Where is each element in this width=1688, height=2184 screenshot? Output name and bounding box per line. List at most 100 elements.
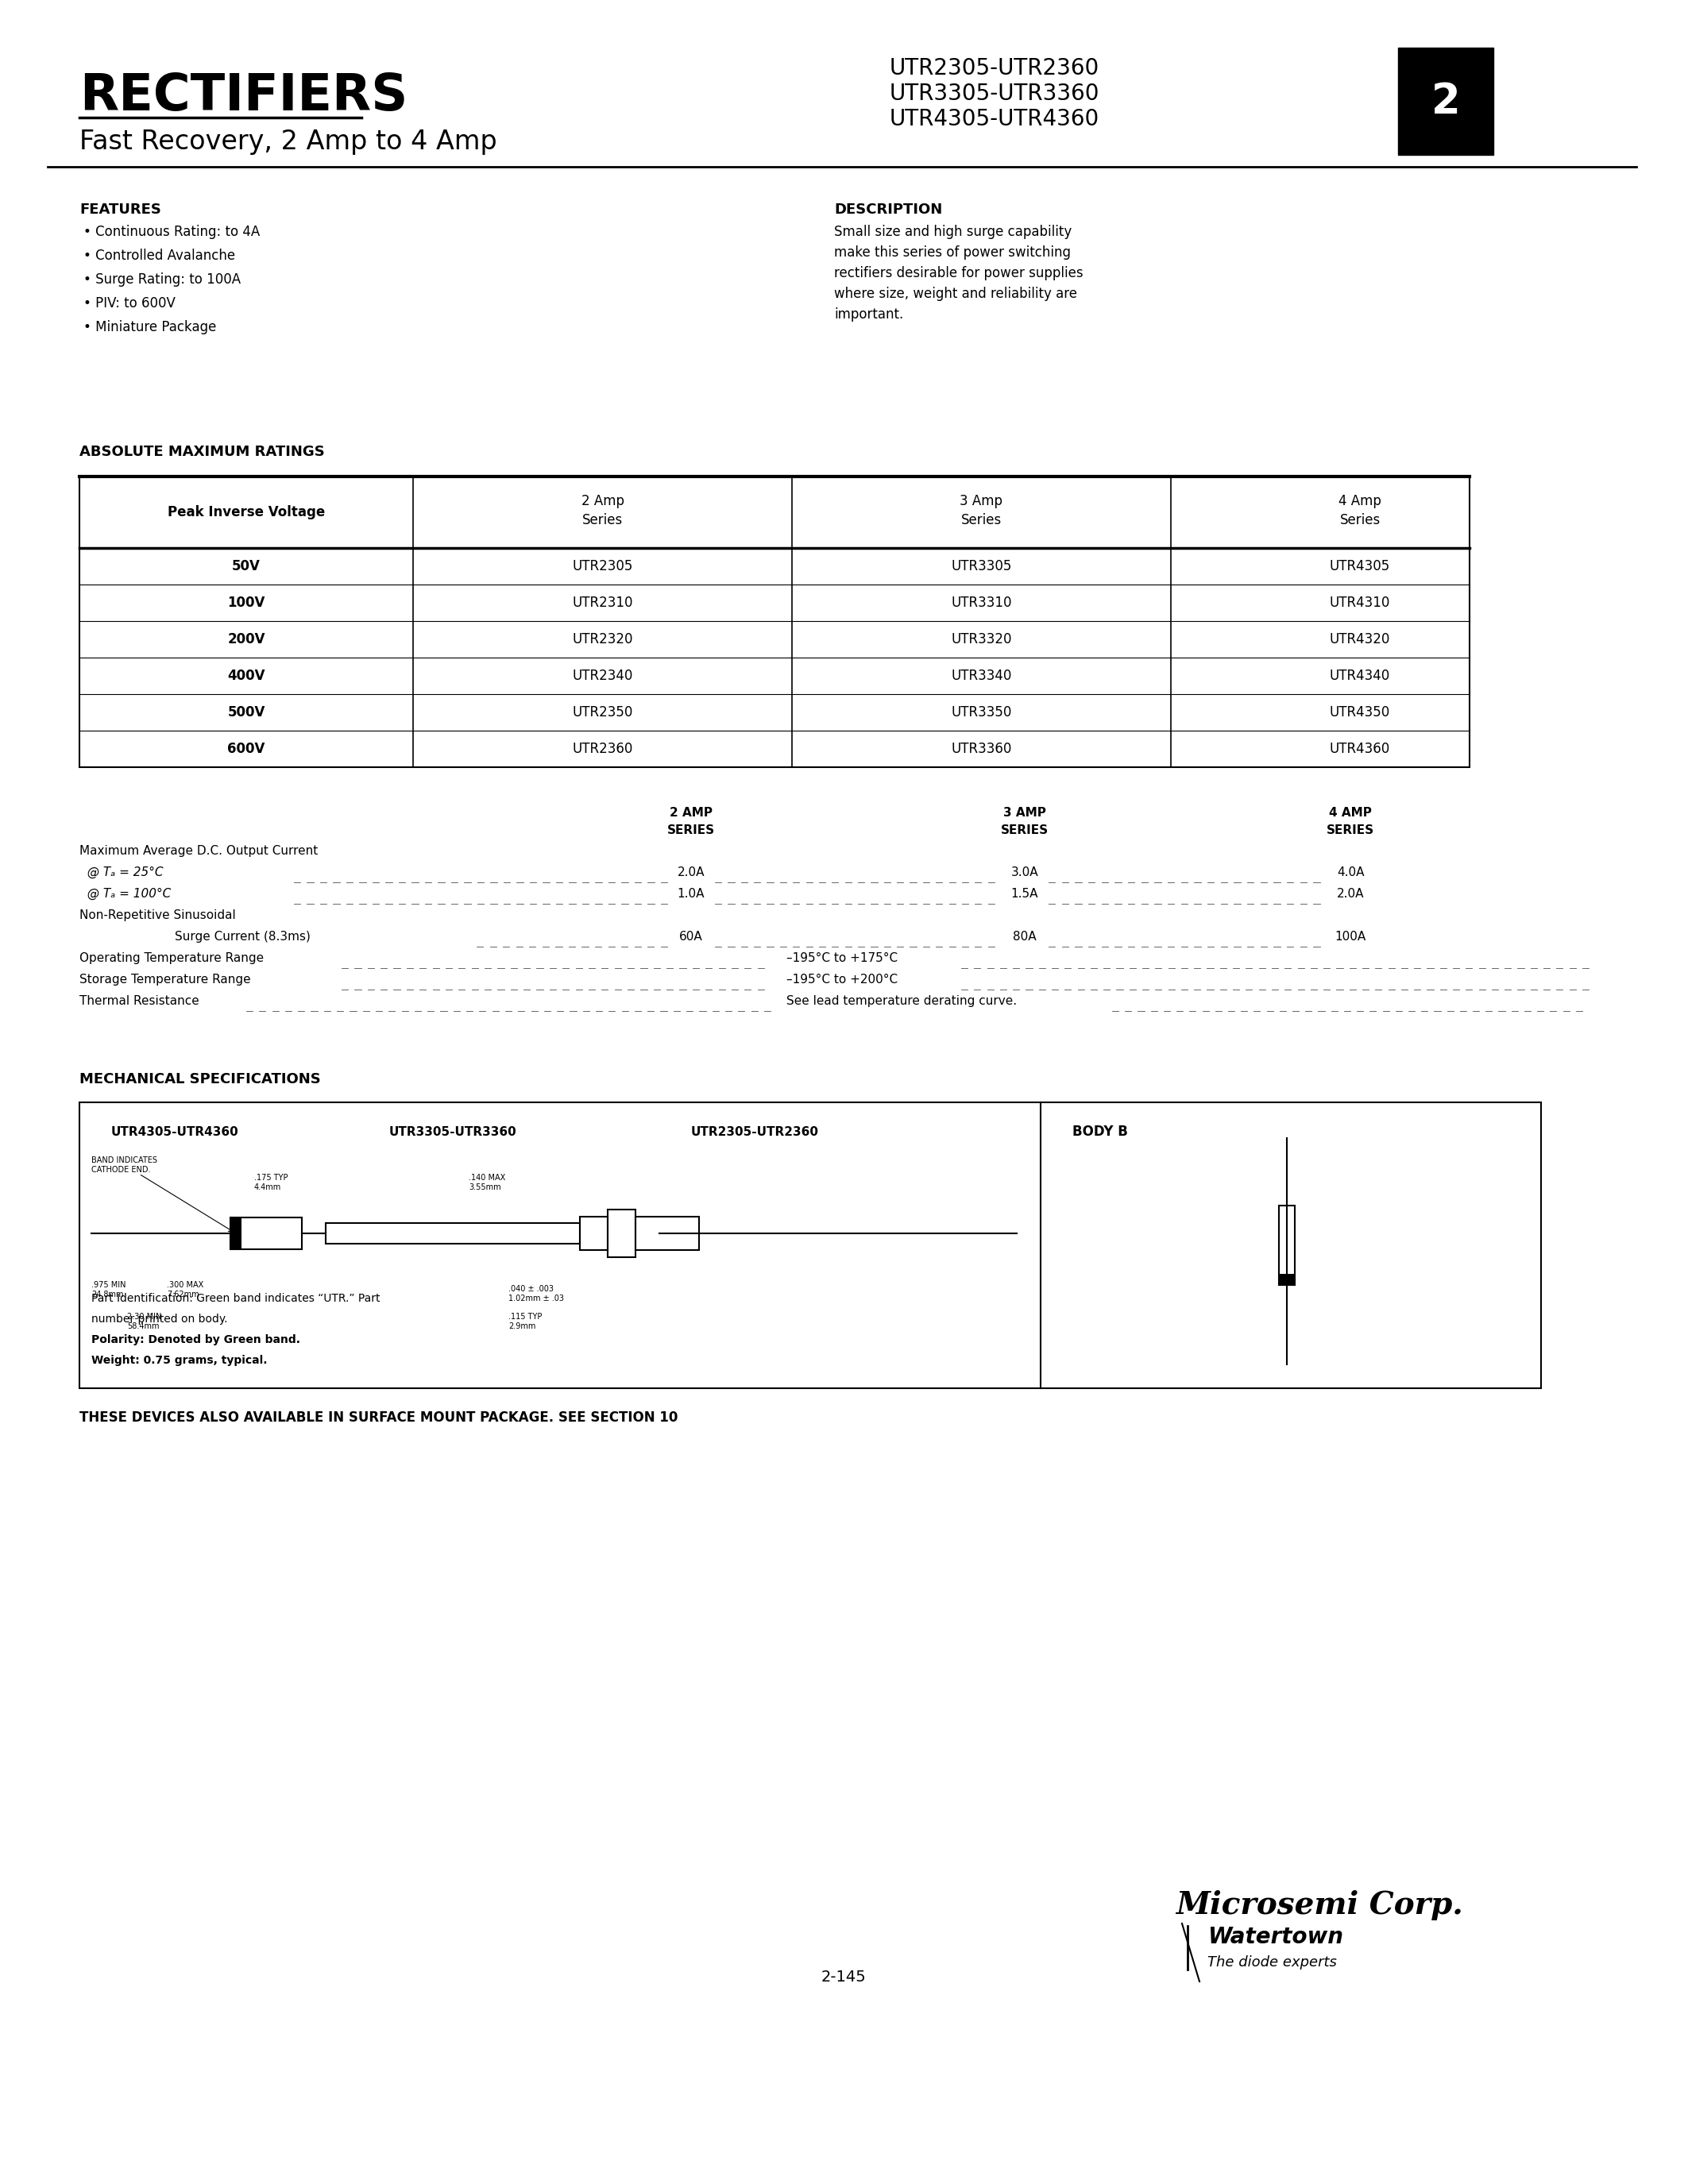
Text: UTR4360: UTR4360 bbox=[1330, 743, 1391, 756]
Text: 400V: 400V bbox=[228, 668, 265, 684]
Text: Part Identification: Green band indicates “UTR.” Part: Part Identification: Green band indicate… bbox=[91, 1293, 380, 1304]
Bar bbox=[1280, 1273, 1295, 1284]
Text: Storage Temperature Range: Storage Temperature Range bbox=[79, 974, 252, 985]
Text: UTR4310: UTR4310 bbox=[1330, 596, 1391, 609]
Text: BAND INDICATES
CATHODE END.: BAND INDICATES CATHODE END. bbox=[91, 1155, 157, 1173]
Text: Weight: 0.75 grams, typical.: Weight: 0.75 grams, typical. bbox=[91, 1354, 267, 1365]
Text: Small size and high surge capability: Small size and high surge capability bbox=[834, 225, 1072, 238]
Text: make this series of power switching: make this series of power switching bbox=[834, 245, 1070, 260]
Text: • Miniature Package: • Miniature Package bbox=[83, 321, 216, 334]
Text: 1.0A: 1.0A bbox=[677, 889, 706, 900]
Text: UTR3305-UTR3360: UTR3305-UTR3360 bbox=[890, 83, 1101, 105]
Text: 4 AMP: 4 AMP bbox=[1328, 806, 1372, 819]
Text: Series: Series bbox=[1340, 513, 1381, 526]
Text: 100A: 100A bbox=[1335, 930, 1366, 943]
Text: Surge Current (8.3ms): Surge Current (8.3ms) bbox=[176, 930, 311, 943]
Text: 200V: 200V bbox=[228, 631, 265, 646]
Text: • Continuous Rating: to 4A: • Continuous Rating: to 4A bbox=[83, 225, 260, 238]
Text: UTR2305-UTR2360: UTR2305-UTR2360 bbox=[690, 1127, 819, 1138]
Text: 2: 2 bbox=[1431, 81, 1460, 122]
Text: UTR4350: UTR4350 bbox=[1330, 705, 1391, 719]
Text: 2 AMP: 2 AMP bbox=[670, 806, 712, 819]
Text: UTR2310: UTR2310 bbox=[572, 596, 633, 609]
Text: Series: Series bbox=[582, 513, 623, 526]
Text: 100V: 100V bbox=[228, 596, 265, 609]
Text: UTR4305: UTR4305 bbox=[1330, 559, 1391, 574]
Bar bbox=[635, 1216, 699, 1249]
Text: FEATURES: FEATURES bbox=[79, 203, 160, 216]
Text: Non-Repetitive Sinusoidal: Non-Repetitive Sinusoidal bbox=[79, 909, 236, 922]
Text: important.: important. bbox=[834, 308, 903, 321]
Bar bbox=[1398, 48, 1494, 155]
Bar bbox=[79, 476, 1470, 767]
Text: ABSOLUTE MAXIMUM RATINGS: ABSOLUTE MAXIMUM RATINGS bbox=[79, 446, 324, 459]
Text: 80A: 80A bbox=[1013, 930, 1036, 943]
Text: UTR2305-UTR2360: UTR2305-UTR2360 bbox=[890, 57, 1099, 79]
Text: 2 Amp: 2 Amp bbox=[581, 494, 625, 509]
Text: UTR3305-UTR3360: UTR3305-UTR3360 bbox=[388, 1127, 517, 1138]
Text: 2-145: 2-145 bbox=[820, 1970, 866, 1985]
Text: @ Tₐ = 25°C: @ Tₐ = 25°C bbox=[79, 867, 164, 878]
Text: UTR2305: UTR2305 bbox=[572, 559, 633, 574]
Text: Maximum Average D.C. Output Current: Maximum Average D.C. Output Current bbox=[79, 845, 317, 856]
Text: UTR2360: UTR2360 bbox=[572, 743, 633, 756]
Bar bbox=[230, 1216, 302, 1249]
Text: .175 TYP
4.4mm: .175 TYP 4.4mm bbox=[255, 1173, 289, 1190]
Text: SERIES: SERIES bbox=[1327, 823, 1374, 836]
Text: 2.30 MIN
58.4mm: 2.30 MIN 58.4mm bbox=[127, 1313, 162, 1330]
Text: rectifiers desirable for power supplies: rectifiers desirable for power supplies bbox=[834, 266, 1084, 280]
Text: 4 Amp: 4 Amp bbox=[1339, 494, 1381, 509]
Text: .115 TYP
2.9mm: .115 TYP 2.9mm bbox=[508, 1313, 542, 1330]
Text: Peak Inverse Voltage: Peak Inverse Voltage bbox=[167, 505, 326, 520]
Text: UTR2350: UTR2350 bbox=[572, 705, 633, 719]
Bar bbox=[581, 1216, 608, 1249]
Text: .040 ± .003
1.02mm ± .03: .040 ± .003 1.02mm ± .03 bbox=[508, 1284, 564, 1302]
Text: Operating Temperature Range: Operating Temperature Range bbox=[79, 952, 263, 963]
Text: RECTIFIERS: RECTIFIERS bbox=[79, 72, 408, 120]
Text: UTR4320: UTR4320 bbox=[1330, 631, 1391, 646]
Bar bbox=[1280, 1206, 1295, 1284]
Text: .975 MIN
24.8mm: .975 MIN 24.8mm bbox=[91, 1282, 127, 1297]
Text: 1.5A: 1.5A bbox=[1011, 889, 1038, 900]
Text: Polarity: Denoted by Green band.: Polarity: Denoted by Green band. bbox=[91, 1334, 300, 1345]
Bar bbox=[230, 1216, 241, 1249]
Text: 3 Amp: 3 Amp bbox=[960, 494, 1003, 509]
Text: UTR4340: UTR4340 bbox=[1330, 668, 1391, 684]
Text: Fast Recovery, 2 Amp to 4 Amp: Fast Recovery, 2 Amp to 4 Amp bbox=[79, 129, 496, 155]
Text: UTR2340: UTR2340 bbox=[572, 668, 633, 684]
Text: UTR3340: UTR3340 bbox=[950, 668, 1011, 684]
Text: THESE DEVICES ALSO AVAILABLE IN SURFACE MOUNT PACKAGE. SEE SECTION 10: THESE DEVICES ALSO AVAILABLE IN SURFACE … bbox=[79, 1411, 679, 1424]
Text: UTR4305-UTR4360: UTR4305-UTR4360 bbox=[890, 107, 1099, 131]
Text: The diode experts: The diode experts bbox=[1207, 1955, 1337, 1970]
Text: 4.0A: 4.0A bbox=[1337, 867, 1364, 878]
Text: UTR3350: UTR3350 bbox=[950, 705, 1011, 719]
Text: –195°C to +175°C: –195°C to +175°C bbox=[787, 952, 898, 963]
Text: DESCRIPTION: DESCRIPTION bbox=[834, 203, 942, 216]
Text: UTR3305: UTR3305 bbox=[950, 559, 1011, 574]
Text: .140 MAX
3.55mm: .140 MAX 3.55mm bbox=[469, 1173, 505, 1190]
Text: UTR3310: UTR3310 bbox=[950, 596, 1011, 609]
Text: .300 MAX
7.62mm: .300 MAX 7.62mm bbox=[167, 1282, 204, 1297]
Text: UTR3360: UTR3360 bbox=[950, 743, 1011, 756]
Text: –195°C to +200°C: –195°C to +200°C bbox=[787, 974, 898, 985]
Text: UTR3320: UTR3320 bbox=[950, 631, 1011, 646]
Text: MECHANICAL SPECIFICATIONS: MECHANICAL SPECIFICATIONS bbox=[79, 1072, 321, 1085]
Text: 2.0A: 2.0A bbox=[677, 867, 706, 878]
Text: number printed on body.: number printed on body. bbox=[91, 1313, 228, 1326]
Bar bbox=[326, 1223, 581, 1243]
Text: Thermal Resistance: Thermal Resistance bbox=[79, 996, 199, 1007]
Text: SERIES: SERIES bbox=[1001, 823, 1048, 836]
Text: 50V: 50V bbox=[231, 559, 260, 574]
Text: See lead temperature derating curve.: See lead temperature derating curve. bbox=[787, 996, 1016, 1007]
Text: 500V: 500V bbox=[228, 705, 265, 719]
Text: Watertown: Watertown bbox=[1207, 1926, 1344, 1948]
Text: BODY B: BODY B bbox=[1072, 1125, 1128, 1138]
Text: where size, weight and reliability are: where size, weight and reliability are bbox=[834, 286, 1077, 301]
Text: • Surge Rating: to 100A: • Surge Rating: to 100A bbox=[83, 273, 241, 286]
Text: 3.0A: 3.0A bbox=[1011, 867, 1038, 878]
Text: 3 AMP: 3 AMP bbox=[1003, 806, 1047, 819]
Text: SERIES: SERIES bbox=[667, 823, 716, 836]
Text: Microsemi Corp.: Microsemi Corp. bbox=[1175, 1889, 1463, 1920]
Text: UTR4305-UTR4360: UTR4305-UTR4360 bbox=[111, 1127, 238, 1138]
Text: 60A: 60A bbox=[679, 930, 702, 943]
